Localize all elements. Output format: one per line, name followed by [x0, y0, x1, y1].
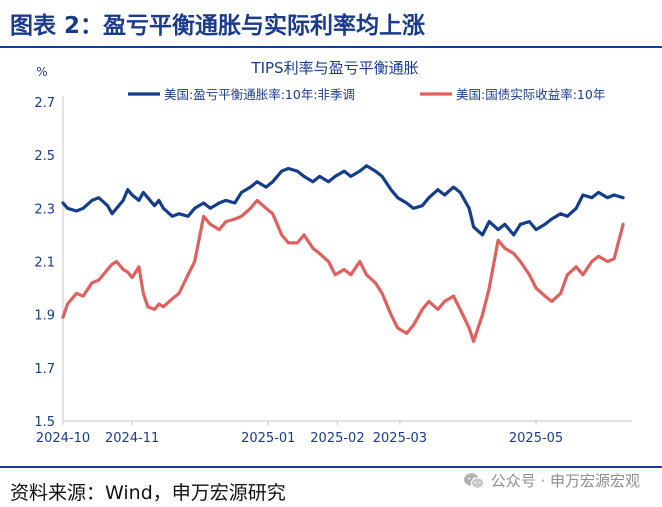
x-tick-label-2: 2025-01: [241, 431, 295, 446]
y-tick-label-1: 1.7: [34, 362, 55, 377]
x-tick-label-3: 2025-02: [310, 431, 364, 446]
watermark: 公众号 · 申万宏源宏观: [463, 470, 640, 491]
y-tick-label-2: 1.9: [34, 309, 55, 324]
wechat-icon: [463, 472, 484, 489]
x-tick-label-1: 2024-11: [105, 431, 159, 446]
source-note: 资料来源：Wind，申万宏源研究: [10, 482, 286, 504]
x-tick-label-5: 2025-05: [509, 431, 563, 446]
axes: 1.5 1.7 1.9 2.1 2.3 2.5 2.7 2024-10 2024-11 2025-…: [34, 96, 632, 446]
y-tick-label-4: 2.3: [34, 202, 55, 217]
legend: 美国:盈亏平衡通胀率:10年:非季调 美国:国债实际收益率:10年: [128, 87, 605, 102]
y-tick-label-6: 2.7: [34, 96, 55, 111]
series-line-0: [61, 164, 625, 237]
series-line-1: [61, 198, 625, 343]
y-tick-label-3: 2.1: [34, 256, 55, 271]
figure-title: 图表 2：盈亏平衡通胀与实际利率均上涨: [10, 13, 426, 39]
y-tick-label-0: 1.5: [34, 415, 55, 430]
plot-area: [61, 164, 625, 343]
legend-label-0: 美国:盈亏平衡通胀率:10年:非季调: [164, 87, 355, 102]
x-tick-label-4: 2025-03: [373, 431, 427, 446]
watermark-text: 公众号 · 申万宏源宏观: [490, 472, 640, 490]
y-tick-label-5: 2.5: [34, 149, 55, 164]
y-axis-unit: %: [36, 65, 47, 79]
chart-title: TIPS利率与盈亏平衡通胀: [250, 59, 418, 77]
chart: TIPS利率与盈亏平衡通胀 % 美国:盈亏平衡通胀率:10年:非季调 美国:国债实…: [34, 59, 632, 446]
title-divider: [0, 46, 662, 48]
legend-label-1: 美国:国债实际收益率:10年: [456, 87, 605, 102]
x-tick-label-0: 2024-10: [36, 431, 90, 446]
footer-divider: [0, 466, 662, 468]
